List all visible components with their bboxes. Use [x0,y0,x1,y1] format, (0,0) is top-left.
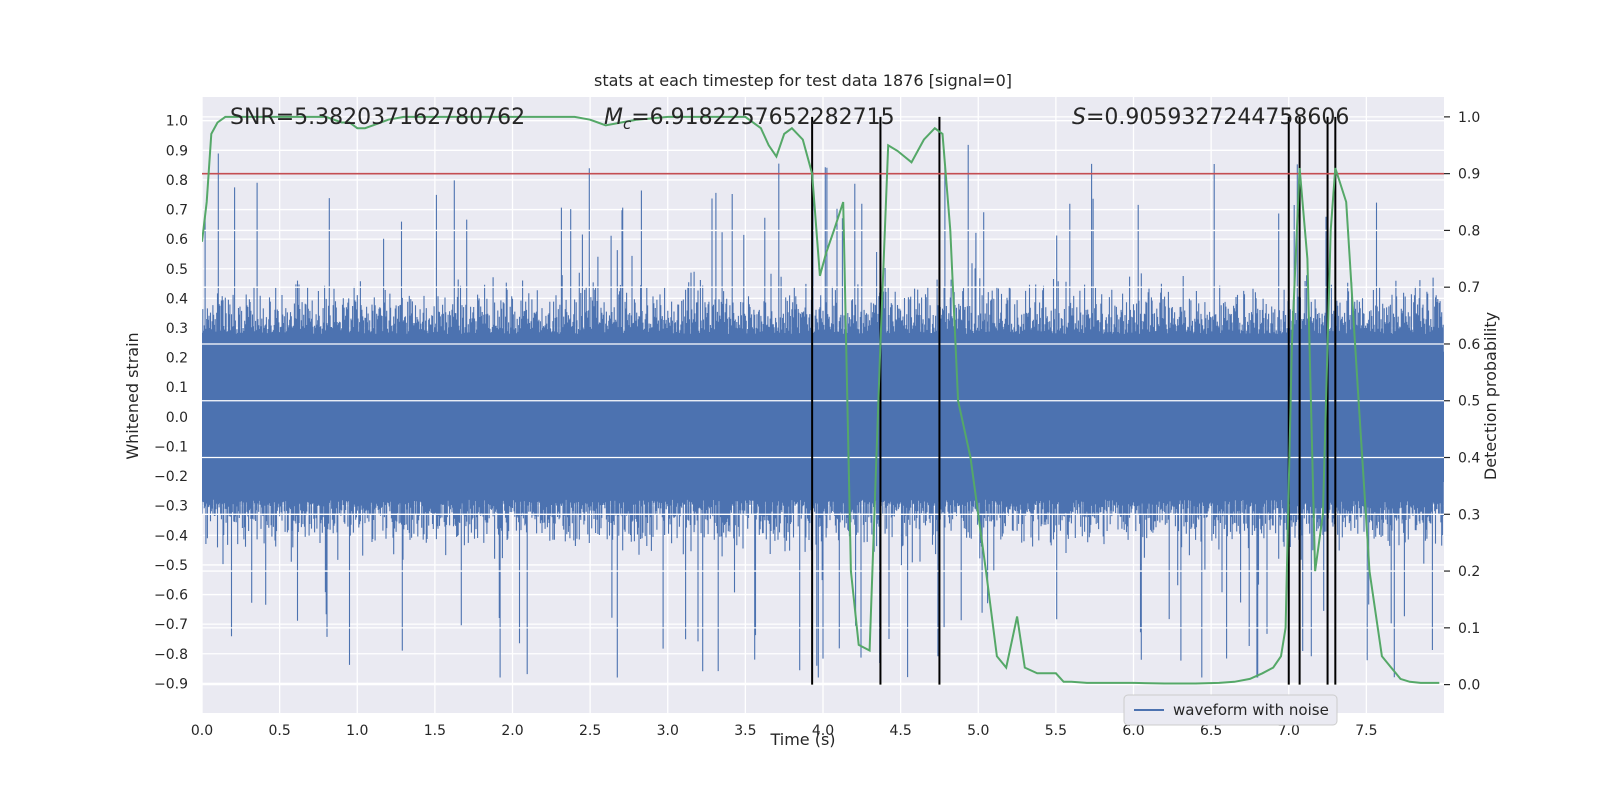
x-tick-label: 2.5 [579,723,601,739]
y-axis-label: Whitened strain [123,332,142,459]
x-tick-label: 4.0 [812,723,834,739]
x-tick-label: 2.0 [501,723,523,739]
right-y-tick-label: 0.9 [1458,167,1480,183]
y-tick-label: −0.1 [154,439,188,455]
x-tick-label: 0.0 [191,723,213,739]
right-y-axis-label: Detection probability [1481,312,1500,480]
right-y-tick-label: 0.3 [1458,507,1480,523]
x-tick-label: 7.0 [1278,723,1300,739]
y-tick-label: 1.0 [166,114,188,130]
y-tick-label: −0.5 [154,558,188,574]
y-tick-label: 0.7 [166,203,188,219]
y-tick-label: −0.8 [154,647,188,663]
right-y-tick-labels: 0.0 0.1 0.2 0.3 0.4 0.5 0.6 0.7 0.8 0.9 1.0 [1444,110,1480,694]
y-tick-label: −0.3 [154,499,188,515]
waveform-series [202,116,1444,686]
y-tick-label: −0.6 [154,588,188,604]
x-tick-label: 3.5 [734,723,756,739]
legend: waveform with noise [1123,694,1338,726]
y-tick-label: 0.6 [166,232,188,248]
right-y-tick-label: 0.0 [1458,678,1480,694]
y-tick-label: 0.9 [166,143,188,159]
right-y-tick-label: 0.1 [1458,621,1480,637]
y-tick-label: −0.4 [154,528,188,544]
snr-annotation: SNR=5.382037162780762 [230,105,525,130]
legend-entry: waveform with noise [1173,701,1329,719]
y-tick-label: 0.5 [166,262,188,278]
waveform-core [202,351,1444,482]
y-tick-label: 0.4 [166,291,188,307]
right-y-tick-label: 0.2 [1458,564,1480,580]
y-tick-label: −0.2 [154,469,188,485]
x-tick-labels: 0.0 0.5 1.0 1.5 2.0 2.5 3.0 3.5 4.0 4.5 5.0 5.5 6.0 6… [191,723,1378,739]
detection-markers [811,116,1337,685]
y-tick-label: 0.8 [166,173,188,189]
x-tick-label: 6.0 [1122,723,1144,739]
detection-probability-line [202,115,1440,685]
x-tick-label: 1.0 [346,723,368,739]
x-axis-label: Time (s) [769,730,835,749]
right-y-tick-label: 0.6 [1458,337,1480,353]
y-tick-label: 0.0 [166,410,188,426]
right-y-tick-label: 0.5 [1458,394,1480,410]
right-y-tick-label: 0.4 [1458,451,1480,467]
chirp-mass-annotation: Mc=6.9182257652282715 [604,105,895,133]
right-y-tick-label: 0.8 [1458,223,1480,239]
right-y-tick-label: 0.7 [1458,280,1480,296]
right-y-tick-label: 1.0 [1458,110,1480,126]
x-tick-label: 5.5 [1045,723,1067,739]
y-tick-label: −0.7 [154,617,188,633]
x-tick-label: 7.5 [1355,723,1377,739]
y-tick-label: −0.9 [154,676,188,692]
x-tick-label: 1.5 [424,723,446,739]
y-tick-label: 0.1 [166,380,188,396]
x-tick-label: 4.5 [889,723,911,739]
chart-title: stats at each timestep for test data 187… [594,71,1012,90]
x-tick-label: 5.0 [967,723,989,739]
legend-box [1123,694,1338,726]
y-tick-label: 0.3 [166,321,188,337]
x-tick-label: 3.0 [657,723,679,739]
x-tick-label: 0.5 [268,723,290,739]
y-tick-labels: −0.9 −0.8 −0.7 −0.6 −0.5 −0.4 −0.3 −0.2 −0.1 0.0 0… [154,114,188,693]
x-tick-label: 6.5 [1200,723,1222,739]
y-tick-label: 0.2 [166,351,188,367]
s-annotation: S=0.9059327244758606 [1072,105,1349,130]
